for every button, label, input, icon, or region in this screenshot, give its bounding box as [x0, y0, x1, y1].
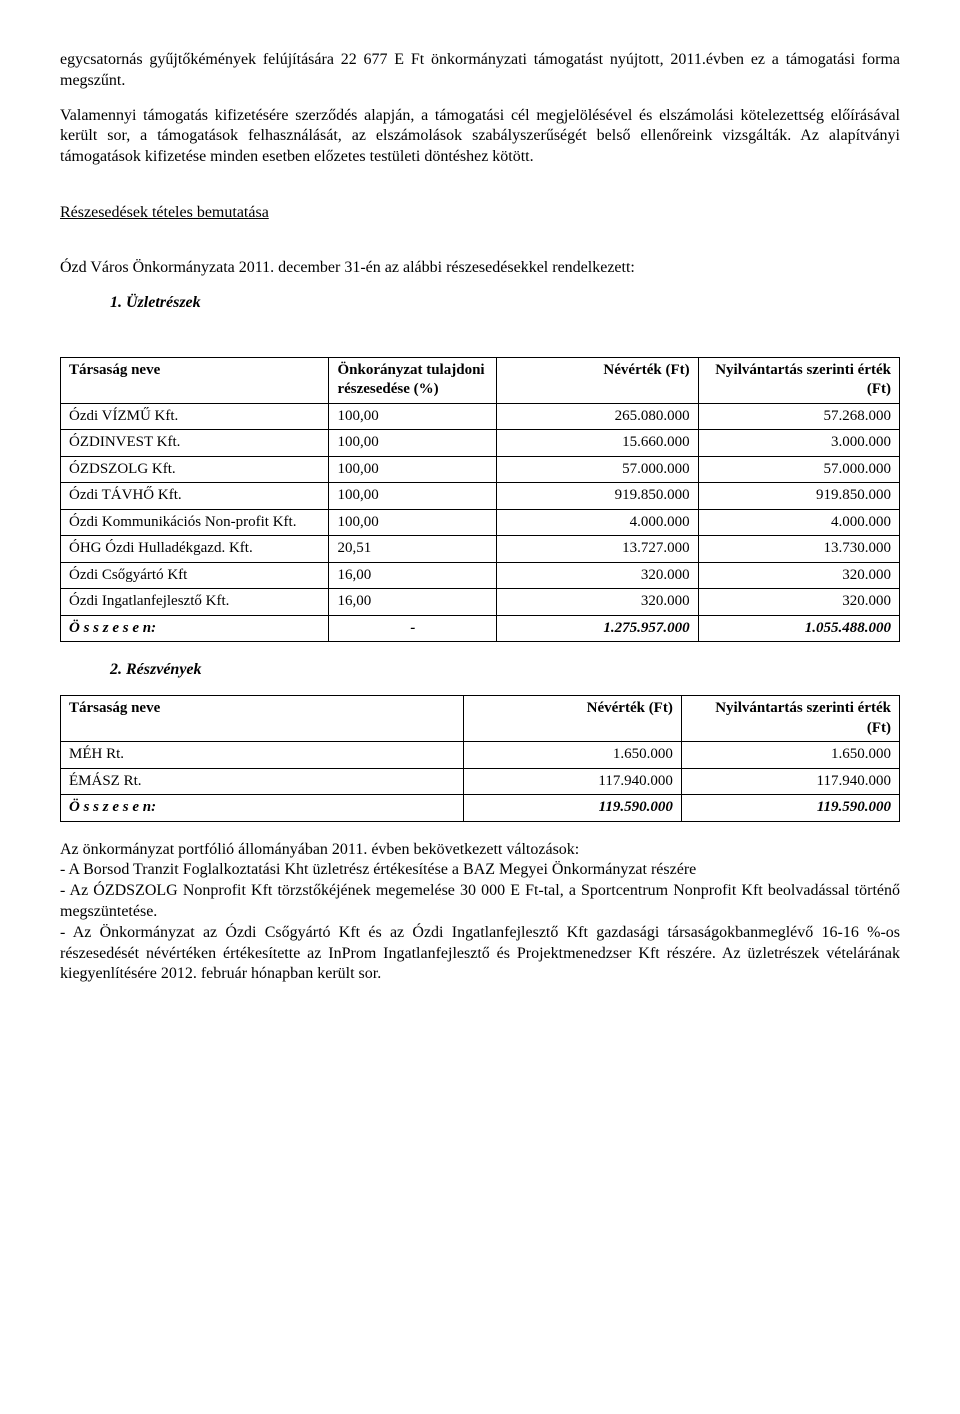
cell-share: 16,00 [329, 589, 497, 616]
cell-share: 100,00 [329, 456, 497, 483]
th-book: Nyilvántartás szerinti érték (Ft) [698, 357, 899, 403]
table-total-row: Ö s s z e s e n:-1.275.957.0001.055.488.… [61, 615, 900, 642]
th-company: Társaság neve [61, 357, 329, 403]
section-title: Részesedések tételes bemutatása [60, 203, 900, 224]
table-row: Ózdi Kommunikációs Non-profit Kft.100,00… [61, 509, 900, 536]
table2-header-row: Társaság neve Névérték (Ft) Nyilvántartá… [61, 696, 900, 742]
cell-share: 100,00 [329, 483, 497, 510]
cell-nominal: 1.650.000 [463, 742, 681, 769]
cell-book: 3.000.000 [698, 430, 899, 457]
cell-company: ÉMÁSZ Rt. [61, 768, 464, 795]
cell-book: 4.000.000 [698, 509, 899, 536]
cell-share: 100,00 [329, 403, 497, 430]
cell-share: 20,51 [329, 536, 497, 563]
table-reszvenyek: Társaság neve Névérték (Ft) Nyilvántartá… [60, 695, 900, 822]
cell-nominal: 13.727.000 [497, 536, 698, 563]
cell-company: Ózdi Csőgyártó Kft [61, 562, 329, 589]
paragraph-changes-intro: Az önkormányzat portfólió állományában 2… [60, 840, 900, 861]
cell-total-label: Ö s s z e s e n: [61, 615, 329, 642]
cell-book: 919.850.000 [698, 483, 899, 510]
cell-book: 320.000 [698, 589, 899, 616]
cell-nominal: 4.000.000 [497, 509, 698, 536]
cell-book: 13.730.000 [698, 536, 899, 563]
table-row: ÓZDSZOLG Kft.100,0057.000.00057.000.000 [61, 456, 900, 483]
cell-total-share: - [329, 615, 497, 642]
cell-company: ÓHG Ózdi Hulladékgazd. Kft. [61, 536, 329, 563]
cell-book: 320.000 [698, 562, 899, 589]
cell-book: 1.650.000 [681, 742, 899, 769]
cell-total-nominal: 119.590.000 [463, 795, 681, 822]
list-label-2: Részvények [126, 661, 202, 678]
th2-nominal: Névérték (Ft) [463, 696, 681, 742]
table-row: ÓZDINVEST Kft.100,0015.660.0003.000.000 [61, 430, 900, 457]
table-row: Ózdi Csőgyártó Kft16,00320.000320.000 [61, 562, 900, 589]
table-row: MÉH Rt.1.650.0001.650.000 [61, 742, 900, 769]
cell-nominal: 265.080.000 [497, 403, 698, 430]
cell-nominal: 320.000 [497, 589, 698, 616]
cell-company: Ózdi Kommunikációs Non-profit Kft. [61, 509, 329, 536]
table-header-row: Társaság neve Önkorányzat tulajdoni rész… [61, 357, 900, 403]
cell-book: 117.940.000 [681, 768, 899, 795]
paragraph-list-intro: Ózd Város Önkormányzata 2011. december 3… [60, 258, 900, 279]
th2-book: Nyilvántartás szerinti érték (Ft) [681, 696, 899, 742]
list-label-1: Üzletrészek [126, 294, 201, 311]
cell-nominal: 15.660.000 [497, 430, 698, 457]
table-uzletreszek: Társaság neve Önkorányzat tulajdoni rész… [60, 357, 900, 643]
bullet-3: - Az Önkormányzat az Ózdi Csőgyártó Kft … [60, 923, 900, 985]
cell-book: 57.268.000 [698, 403, 899, 430]
bullet-2: - Az ÓZDSZOLG Nonprofit Kft törzstőkéjén… [60, 881, 900, 923]
paragraph-intro-2: Valamennyi támogatás kifizetésére szerző… [60, 106, 900, 168]
cell-share: 100,00 [329, 430, 497, 457]
cell-company: ÓZDINVEST Kft. [61, 430, 329, 457]
cell-share: 100,00 [329, 509, 497, 536]
table-row: Ózdi Ingatlanfejlesztő Kft.16,00320.0003… [61, 589, 900, 616]
table-row: ÓHG Ózdi Hulladékgazd. Kft.20,5113.727.0… [61, 536, 900, 563]
table-row: Ózdi TÁVHŐ Kft.100,00919.850.000919.850.… [61, 483, 900, 510]
paragraph-intro-1: egycsatornás gyűjtőkémények felújítására… [60, 50, 900, 92]
list-num-1: 1. [110, 294, 122, 311]
cell-total-nominal: 1.275.957.000 [497, 615, 698, 642]
cell-nominal: 117.940.000 [463, 768, 681, 795]
list-item-uzletreszek: 1. Üzletrészek [60, 293, 900, 314]
th2-company: Társaság neve [61, 696, 464, 742]
table-row: Ózdi VÍZMŰ Kft.100,00265.080.00057.268.0… [61, 403, 900, 430]
list-num-2: 2. [110, 661, 122, 678]
cell-nominal: 919.850.000 [497, 483, 698, 510]
th-share: Önkorányzat tulajdoni részesedése (%) [329, 357, 497, 403]
bullet-1: - A Borsod Tranzit Foglalkoztatási Kht ü… [60, 860, 900, 881]
cell-nominal: 57.000.000 [497, 456, 698, 483]
cell-company: Ózdi TÁVHŐ Kft. [61, 483, 329, 510]
table-row: ÉMÁSZ Rt.117.940.000117.940.000 [61, 768, 900, 795]
table-total-row: Ö s s z e s e n:119.590.000119.590.000 [61, 795, 900, 822]
cell-book: 57.000.000 [698, 456, 899, 483]
cell-total-label: Ö s s z e s e n: [61, 795, 464, 822]
cell-total-book: 119.590.000 [681, 795, 899, 822]
cell-total-book: 1.055.488.000 [698, 615, 899, 642]
cell-company: Ózdi Ingatlanfejlesztő Kft. [61, 589, 329, 616]
cell-company: Ózdi VÍZMŰ Kft. [61, 403, 329, 430]
cell-nominal: 320.000 [497, 562, 698, 589]
th-nominal: Névérték (Ft) [497, 357, 698, 403]
list-item-reszvenyek: 2. Részvények [60, 660, 900, 681]
cell-company: MÉH Rt. [61, 742, 464, 769]
cell-company: ÓZDSZOLG Kft. [61, 456, 329, 483]
cell-share: 16,00 [329, 562, 497, 589]
